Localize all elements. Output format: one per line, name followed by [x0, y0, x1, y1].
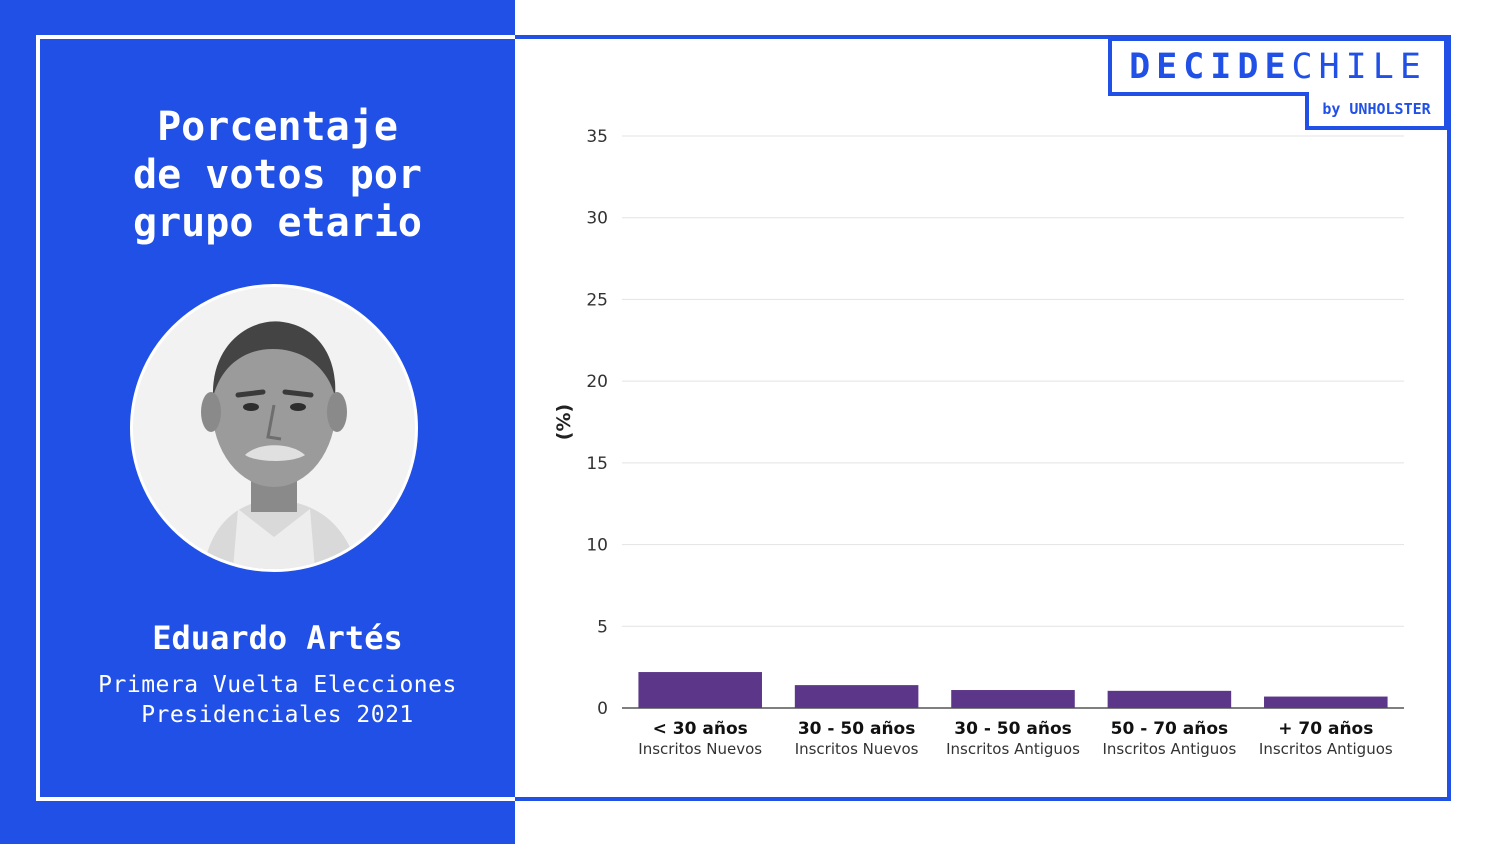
x-category-label: < 30 años [653, 719, 748, 739]
x-category-label: 30 - 50 años [798, 719, 916, 739]
x-category-label: + 70 años [1278, 719, 1373, 739]
y-tick-label: 25 [586, 290, 608, 310]
x-subcategory-label: Inscritos Nuevos [638, 740, 762, 758]
portrait-image [133, 287, 415, 569]
frame-right [515, 35, 1451, 801]
x-category-label: 30 - 50 años [954, 719, 1072, 739]
y-tick-label: 35 [586, 127, 608, 147]
y-tick-label: 0 [597, 699, 608, 719]
y-tick-label: 15 [586, 454, 608, 474]
bar [794, 685, 919, 708]
page-title: Porcentaje de votos por grupo etario [133, 104, 422, 246]
bar [1107, 690, 1232, 708]
y-tick-label: 20 [586, 372, 608, 392]
y-axis-label: (%) [553, 404, 575, 440]
brand-logo: DECIDE CHILE [1108, 37, 1448, 96]
x-subcategory-label: Inscritos Antiguos [1259, 740, 1393, 758]
y-tick-label: 30 [586, 209, 608, 229]
y-tick-label: 10 [586, 536, 608, 556]
y-tick-label: 5 [597, 617, 608, 637]
election-line-2: Presidenciales 2021 [141, 702, 414, 728]
bar [1264, 696, 1388, 708]
logo-byline: by UNHOLSTER [1305, 92, 1448, 130]
bar [951, 690, 1075, 708]
frame-left [36, 35, 515, 801]
logo-brand-bold: DECIDE [1129, 46, 1292, 87]
election-line-1: Primera Vuelta Elecciones [98, 672, 457, 698]
x-subcategory-label: Inscritos Nuevos [795, 740, 919, 758]
candidate-photo [130, 284, 418, 572]
x-subcategory-label: Inscritos Antiguos [946, 740, 1080, 758]
bar [638, 672, 762, 708]
x-category-label: 50 - 70 años [1111, 719, 1229, 739]
logo-brand-light: CHILE [1291, 46, 1427, 87]
x-subcategory-label: Inscritos Antiguos [1102, 740, 1236, 758]
candidate-name: Eduardo Artés [152, 619, 403, 657]
